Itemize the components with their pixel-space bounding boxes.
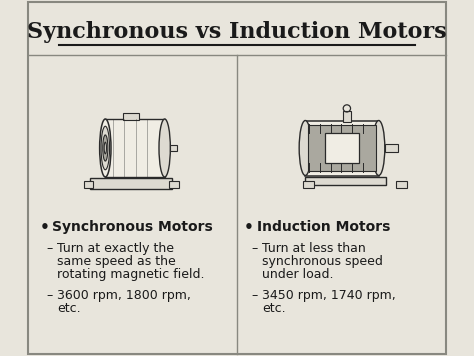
Ellipse shape — [373, 120, 385, 176]
Ellipse shape — [100, 119, 111, 177]
Text: etc.: etc. — [57, 302, 81, 315]
Text: Turn at less than: Turn at less than — [262, 242, 365, 255]
Ellipse shape — [101, 126, 109, 170]
Ellipse shape — [299, 120, 311, 176]
Text: 3600 rpm, 1800 rpm,: 3600 rpm, 1800 rpm, — [57, 289, 191, 302]
Text: –: – — [46, 289, 53, 302]
Text: •: • — [244, 220, 254, 235]
Bar — [123, 113, 139, 120]
Text: Induction Motors: Induction Motors — [256, 220, 390, 234]
Bar — [303, 181, 314, 188]
Bar — [326, 133, 358, 163]
Text: Synchronous vs Induction Motors: Synchronous vs Induction Motors — [27, 21, 447, 43]
Text: Turn at exactly the: Turn at exactly the — [57, 242, 174, 255]
Text: •: • — [39, 220, 49, 235]
Text: etc.: etc. — [262, 302, 285, 315]
Bar — [305, 177, 386, 185]
Text: –: – — [46, 242, 53, 255]
Text: –: – — [251, 242, 257, 255]
Text: same speed as the: same speed as the — [57, 255, 176, 268]
Ellipse shape — [104, 142, 107, 154]
Ellipse shape — [103, 135, 108, 161]
Text: Synchronous Motors: Synchronous Motors — [52, 220, 213, 234]
Bar — [90, 178, 173, 189]
Bar — [396, 181, 407, 188]
Text: 3450 rpm, 1740 rpm,: 3450 rpm, 1740 rpm, — [262, 289, 396, 302]
Bar — [105, 119, 164, 177]
Bar — [343, 111, 351, 122]
Bar — [305, 120, 379, 176]
Text: under load.: under load. — [262, 268, 333, 281]
Text: rotating magnetic field.: rotating magnetic field. — [57, 268, 205, 281]
Bar — [169, 181, 179, 188]
Text: synchronous speed: synchronous speed — [262, 255, 383, 268]
Ellipse shape — [159, 119, 170, 177]
Text: –: – — [251, 289, 257, 302]
Bar — [384, 144, 398, 152]
Bar — [308, 125, 376, 171]
Bar — [83, 181, 93, 188]
Bar — [170, 145, 177, 152]
